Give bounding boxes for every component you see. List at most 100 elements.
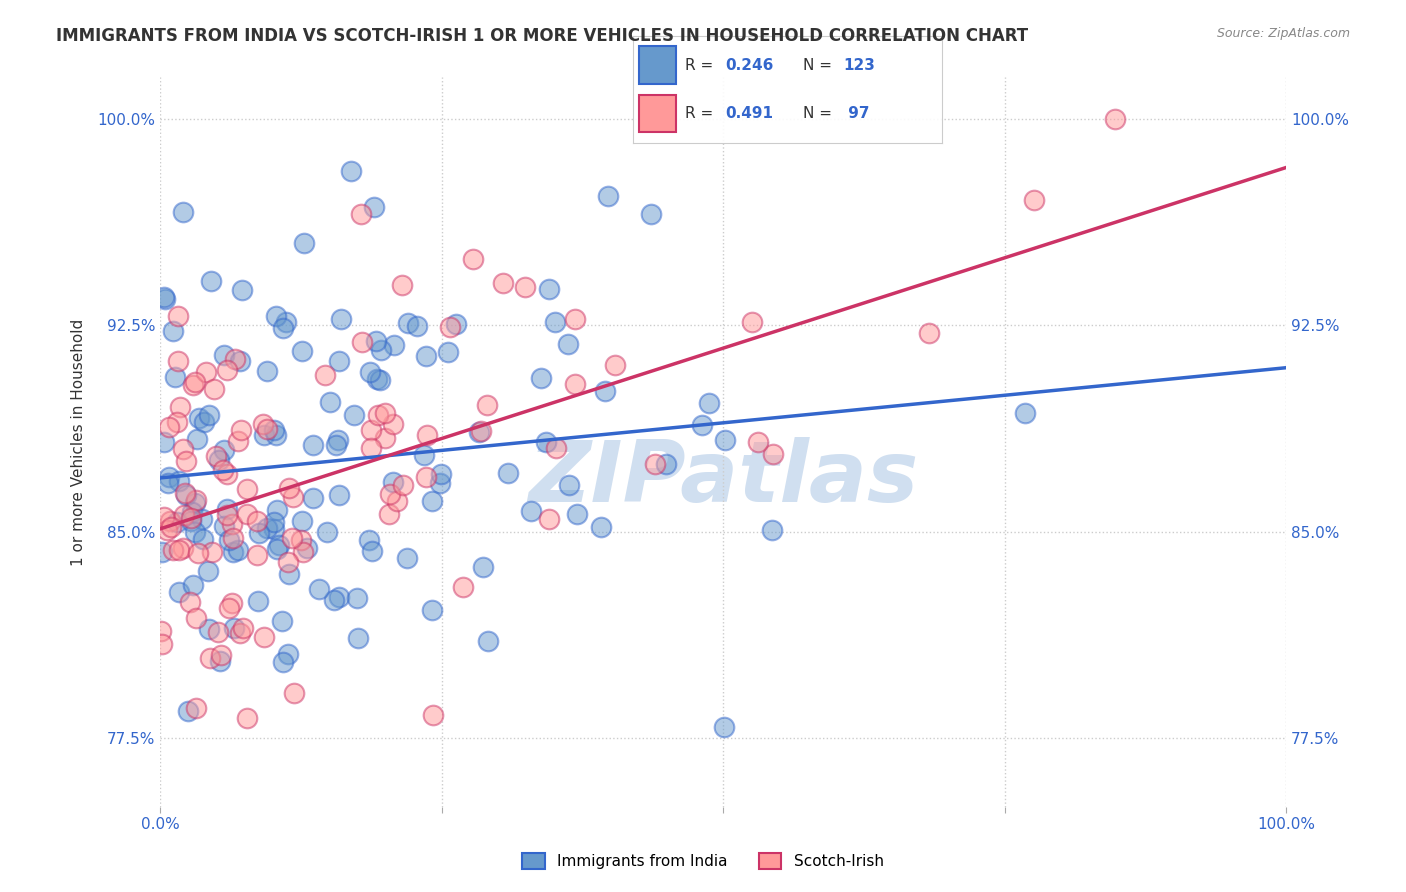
Point [157,469,180,483]
Point [1104,112,1126,126]
Point [328,353,350,368]
Point [162,325,184,339]
Point [160,520,183,534]
Point [364,334,387,348]
Point [184,611,207,625]
Point [217,467,239,481]
Point [492,277,515,291]
Point [357,533,380,548]
Point [180,515,202,529]
Point [565,507,588,521]
Point [166,353,188,368]
Point [267,539,290,553]
Point [360,441,382,455]
Point [263,522,285,536]
Point [544,315,567,329]
Point [472,560,495,574]
Point [193,532,215,546]
Point [761,523,783,537]
Point [328,590,350,604]
Point [231,283,253,297]
Point [198,408,221,422]
Point [308,582,330,597]
Point [212,442,235,457]
Text: 0.246: 0.246 [725,58,773,73]
Point [346,591,368,606]
Point [232,621,254,635]
Point [150,636,173,650]
Point [741,315,763,329]
Point [655,457,678,471]
Text: IMMIGRANTS FROM INDIA VS SCOTCH-IRISH 1 OR MORE VEHICLES IN HOUSEHOLD CORRELATIO: IMMIGRANTS FROM INDIA VS SCOTCH-IRISH 1 … [56,27,1028,45]
Point [166,415,188,429]
Point [207,625,229,640]
Point [153,435,176,450]
Point [169,401,191,415]
Point [381,475,404,489]
Point [204,449,226,463]
Point [391,277,413,292]
Point [292,235,315,250]
Point [194,365,217,379]
Point [534,435,557,450]
Point [340,164,363,178]
Point [328,488,350,502]
Point [215,508,238,523]
Point [392,478,415,492]
Text: ZIPatlas: ZIPatlas [529,437,918,520]
Point [302,438,325,452]
Point [470,425,492,439]
Point [603,358,626,372]
Point [153,510,176,524]
Point [186,432,208,446]
Point [211,463,233,477]
Point [150,544,173,558]
Point [420,602,443,616]
Point [762,447,785,461]
Point [367,408,389,422]
Point [166,309,188,323]
Point [519,504,541,518]
Point [277,481,299,495]
Point [169,475,191,489]
Point [183,375,205,389]
Point [266,541,288,556]
Point [156,476,179,491]
Point [415,427,437,442]
Y-axis label: 1 or more Vehicles in Household: 1 or more Vehicles in Household [72,318,86,566]
Point [277,555,299,569]
Point [291,344,314,359]
Point [253,427,276,442]
Point [224,351,246,366]
Point [271,321,294,335]
Point [439,319,461,334]
Point [221,517,243,532]
Point [917,326,939,340]
Point [277,647,299,661]
Point [152,290,174,304]
Text: R =: R = [685,106,718,121]
Point [271,655,294,669]
Point [184,525,207,540]
Point [167,543,190,558]
Point [564,377,586,392]
Point [181,378,204,392]
Point [406,319,429,334]
Point [209,655,232,669]
Point [159,514,181,528]
Point [360,543,382,558]
Point [184,492,207,507]
Point [396,317,419,331]
Point [193,415,215,429]
Point [496,467,519,481]
Point [208,452,231,467]
Point [226,434,249,448]
Point [222,621,245,635]
Point [173,508,195,522]
Point [215,501,238,516]
Point [415,470,437,484]
Text: 123: 123 [844,58,875,73]
Point [236,483,259,497]
Point [415,349,437,363]
Point [385,493,408,508]
